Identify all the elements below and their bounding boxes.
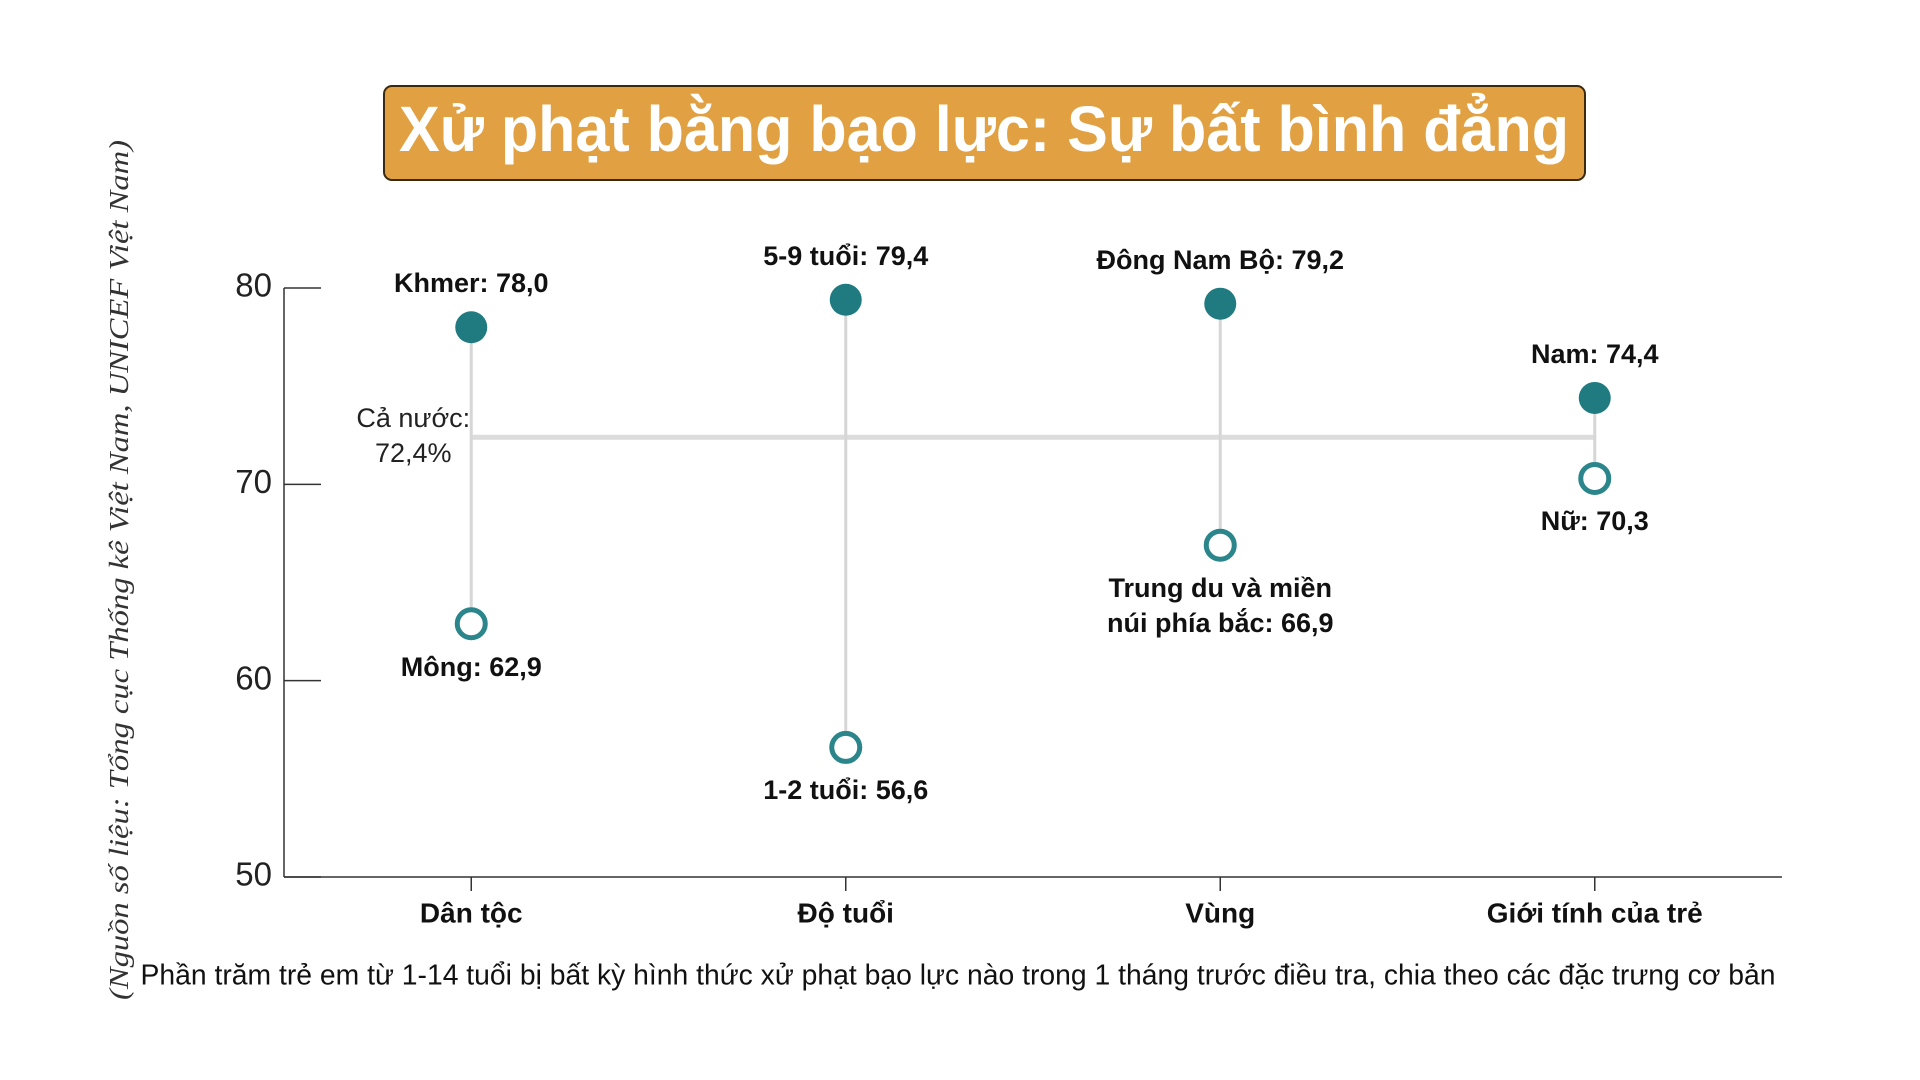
y-tick-label: 50	[235, 856, 272, 893]
filled-dot	[1578, 381, 1611, 414]
filled-dot	[829, 283, 862, 316]
title-box	[383, 85, 1586, 181]
data-label: Nam: 74,4	[1530, 338, 1659, 369]
chart-title: Xử phạt bằng bạo lực: Sự bất bình đẳng	[399, 92, 1569, 165]
data-label: 1-2 tuổi: 56,6	[763, 775, 929, 806]
source: (Nguồn số liệu: Tổng cục Thống kê Việt N…	[104, 140, 134, 1000]
data-label: Đông Nam Bộ: 79,2	[1096, 244, 1345, 275]
open-dot	[1203, 528, 1237, 562]
y-tick-label: 80	[235, 267, 272, 304]
x-tick-label: Độ tuổi	[798, 897, 894, 928]
x-tick-label: Vùng	[1185, 897, 1255, 928]
open-dot	[829, 730, 863, 764]
filled-dot	[1204, 287, 1237, 320]
data-label: Khmer: 78,0	[393, 268, 549, 299]
data-label: Nữ: 70,3	[1540, 506, 1649, 537]
x-tick-label: Giới tính của trẻ	[1487, 897, 1703, 928]
caption: Phần trăm trẻ em từ 1-14 tuổi bị bất kỳ …	[141, 960, 1776, 992]
open-dot	[1578, 461, 1612, 495]
x-tick-label: Dân tộc	[420, 897, 523, 928]
y-tick-label: 60	[235, 659, 272, 696]
reference-label: Cả nước: 72,4%	[356, 403, 471, 469]
filled-dot	[455, 311, 488, 344]
data-label: Trung du và miền núi phía bắc: 66,9	[1106, 573, 1334, 639]
y-tick-label: 70	[235, 463, 272, 500]
data-label: 5-9 tuổi: 79,4	[763, 240, 929, 271]
open-dot	[454, 607, 488, 641]
data-label: Mông: 62,9	[400, 651, 542, 682]
